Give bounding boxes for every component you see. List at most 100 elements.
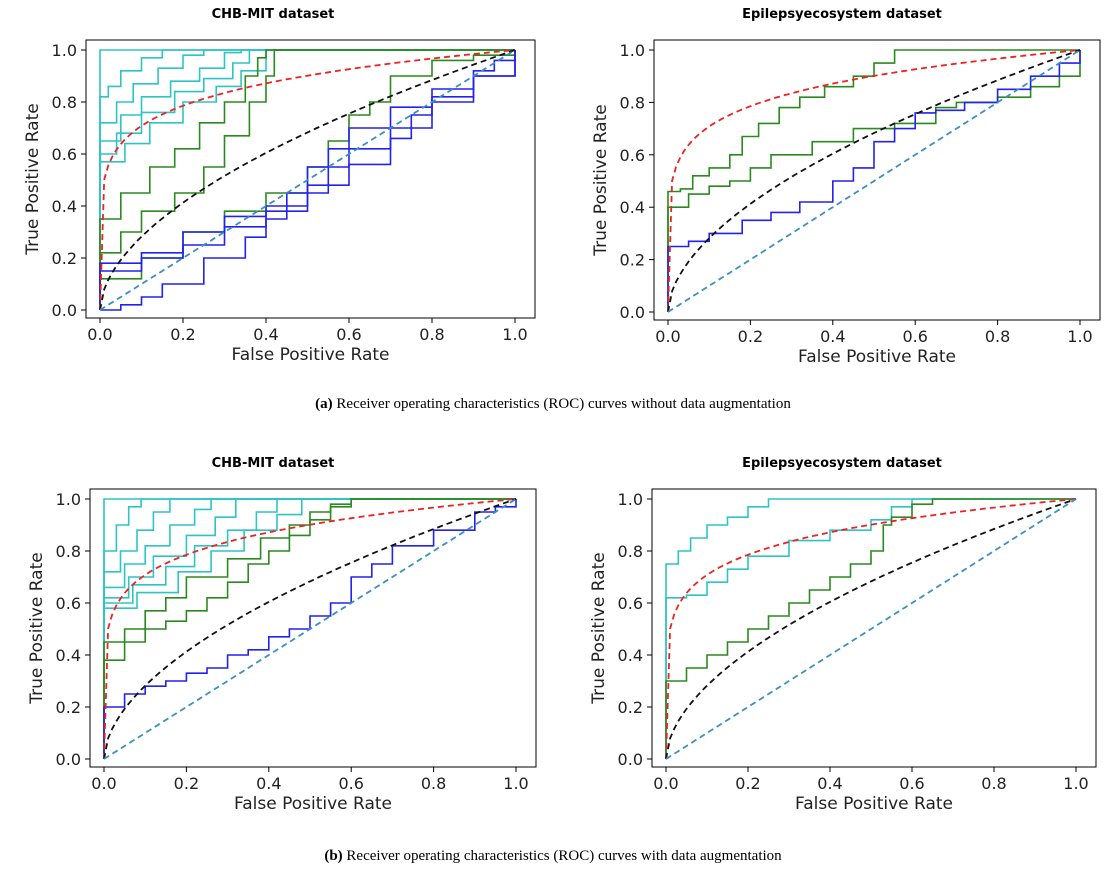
y-tick-label: 0.8 (52, 93, 77, 112)
y-tick-label: 0.4 (56, 646, 81, 665)
roc-chart-a-epilepsyecosystem: 0.0 0.2 0.4 0.6 0.8 1.0 0.0 0.2 0.4 0.6 0.8 1.0 Fals… (591, 39, 1101, 367)
y-tick-label: 0.8 (618, 542, 643, 561)
y-tick-label: 1.0 (56, 490, 81, 509)
series-black-11 (103, 498, 517, 760)
series-cyan-0 (103, 498, 516, 759)
y-tick-label: 0.6 (52, 145, 77, 164)
y-axis-label: True Positive Rate (27, 552, 47, 704)
x-tick-label: 0.6 (899, 774, 924, 793)
plot-area (103, 498, 517, 760)
caption-a-text: Receiver operating characteristics (ROC)… (336, 396, 791, 412)
x-tick-label: 0.0 (87, 325, 112, 344)
y-tick-label: 0.0 (56, 750, 81, 769)
series-cyan-3 (103, 498, 516, 759)
axes-frame (89, 488, 537, 768)
y-tick-label: 0.6 (620, 146, 645, 165)
series-diag-12 (103, 498, 517, 760)
series-green-7 (99, 49, 515, 310)
y-tick-label: 1.0 (52, 41, 77, 60)
y-tick-label: 1.0 (620, 41, 645, 60)
y-axis-label: True Positive Rate (589, 552, 609, 704)
caption-a: (a) Receiver operating characteristics (… (0, 396, 1106, 413)
y-tick-label: 0.6 (618, 594, 643, 613)
series-cyan-0 (665, 498, 1076, 759)
series-green-2 (665, 498, 1076, 759)
x-axis-label: False Positive Rate (232, 345, 390, 365)
y-axis-label: True Positive Rate (23, 103, 43, 255)
roc-chart-a-chbmit: 0.0 0.2 0.4 0.6 0.8 1.0 0.0 0.2 0.4 0.6 0.8 1.0 Fals… (23, 39, 536, 365)
series-green-6 (99, 49, 515, 310)
series-cyan-1 (665, 498, 1076, 759)
y-tick-label: 0.8 (620, 93, 645, 112)
axes-frame (85, 39, 536, 319)
roc-chart-b-chbmit: 0.0 0.2 0.4 0.6 0.8 1.0 0.0 0.2 0.4 0.6 0.8 1.0 Fals… (27, 488, 537, 814)
x-tick-label: 0.2 (738, 327, 763, 346)
plot-area (99, 49, 516, 311)
series-blue-9 (103, 499, 517, 759)
roc-chart-b-epilepsyecosystem: 0.0 0.2 0.4 0.6 0.8 1.0 0.0 0.2 0.4 0.6 0.8 1.0 Fals… (589, 488, 1097, 814)
y-tick-label: 0.2 (618, 698, 643, 717)
series-red-10 (103, 498, 517, 760)
series-green-1 (667, 50, 1081, 312)
x-tick-label: 1.0 (1063, 774, 1088, 793)
series-blue-10 (99, 50, 516, 310)
x-tick-label: 0.2 (174, 774, 199, 793)
x-tick-label: 0.8 (419, 325, 444, 344)
series-cyan-1 (103, 498, 516, 759)
series-diag-14 (99, 49, 516, 311)
axes-frame (651, 488, 1097, 768)
caption-b-label: (b) (324, 848, 343, 864)
series-red-3 (667, 49, 1081, 313)
caption-b-text: Receiver operating characteristics (ROC)… (346, 848, 782, 864)
plot-area (667, 49, 1081, 313)
series-blue-2 (667, 50, 1081, 312)
series-cyan-0 (99, 49, 515, 310)
y-tick-label: 0.4 (52, 197, 77, 216)
chart-title-a-right: Epilepsyecosystem dataset (742, 7, 942, 22)
x-tick-label: 0.4 (820, 327, 845, 346)
x-tick-label: 0.0 (91, 774, 116, 793)
x-tick-label: 0.4 (817, 774, 842, 793)
x-tick-label: 0.4 (256, 774, 281, 793)
series-cyan-2 (103, 498, 516, 759)
x-tick-label: 0.6 (902, 327, 927, 346)
y-tick-label: 0.4 (618, 646, 643, 665)
x-axis-label: False Positive Rate (795, 794, 953, 814)
x-tick-label: 1.0 (502, 325, 527, 344)
x-tick-label: 1.0 (503, 774, 528, 793)
x-tick-label: 0.8 (421, 774, 446, 793)
x-tick-label: 0.6 (336, 325, 361, 344)
x-axis-label: False Positive Rate (234, 794, 392, 814)
x-axis-label: False Positive Rate (798, 347, 956, 367)
y-tick-label: 0.2 (620, 251, 645, 270)
x-tick-label: 0.2 (170, 325, 195, 344)
y-tick-label: 0.8 (56, 542, 81, 561)
y-axis-label: True Positive Rate (591, 104, 611, 256)
x-tick-label: 0.6 (338, 774, 363, 793)
x-tick-label: 1.0 (1067, 327, 1092, 346)
y-tick-label: 1.0 (618, 490, 643, 509)
chart-title-b-left: CHB-MIT dataset (211, 456, 335, 471)
x-tick-label: 0.8 (985, 327, 1010, 346)
series-black-13 (99, 49, 516, 311)
caption-b: (b) Receiver operating characteristics (… (0, 848, 1106, 865)
x-tick-label: 0.4 (253, 325, 278, 344)
series-black-4 (667, 49, 1081, 313)
chart-title-b-right: Epilepsyecosystem dataset (742, 456, 942, 471)
caption-a-label: (a) (315, 396, 333, 412)
y-tick-label: 0.6 (56, 594, 81, 613)
series-red-12 (99, 49, 516, 311)
chart-title-a-left: CHB-MIT dataset (211, 7, 335, 22)
y-tick-label: 0.0 (52, 301, 77, 320)
series-diag-5 (665, 498, 1077, 760)
series-cyan-2 (99, 49, 515, 310)
x-tick-label: 0.0 (655, 327, 680, 346)
series-cyan-5 (103, 498, 516, 759)
y-tick-label: 0.2 (56, 698, 81, 717)
x-tick-label: 0.8 (981, 774, 1006, 793)
y-tick-label: 0.0 (618, 750, 643, 769)
y-tick-label: 0.0 (620, 303, 645, 322)
x-tick-label: 0.2 (735, 774, 760, 793)
series-green-8 (103, 498, 516, 759)
series-cyan-4 (103, 498, 516, 759)
